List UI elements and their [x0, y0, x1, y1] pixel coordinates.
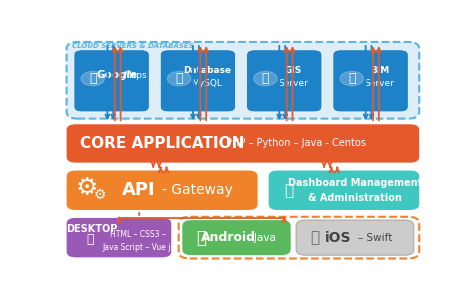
Text: - Gateway: - Gateway [162, 183, 232, 197]
Circle shape [254, 71, 277, 86]
Text: GIS: GIS [285, 66, 302, 75]
Text: BIM: BIM [370, 66, 389, 75]
FancyBboxPatch shape [66, 171, 258, 210]
Text: CLOUD SERVERS & DATABASES: CLOUD SERVERS & DATABASES [72, 43, 194, 49]
FancyBboxPatch shape [179, 217, 419, 258]
FancyBboxPatch shape [296, 220, 414, 255]
FancyBboxPatch shape [246, 50, 322, 112]
FancyBboxPatch shape [160, 50, 236, 112]
Text: 💻: 💻 [87, 234, 94, 246]
Text: 🖵: 🖵 [284, 183, 293, 198]
Text: Database: Database [183, 66, 231, 75]
Text: Maps: Maps [124, 71, 147, 80]
Text: ⚙: ⚙ [76, 176, 98, 200]
Text: MySQL: MySQL [191, 79, 222, 88]
Circle shape [167, 71, 191, 86]
Text: HTML – CSS3 –
Java Script – Vue js: HTML – CSS3 – Java Script – Vue js [102, 230, 174, 252]
Text: PHP – Python – Java - Centos: PHP – Python – Java - Centos [226, 139, 366, 149]
Text: 🗺: 🗺 [262, 72, 269, 85]
Text: CORE APPLICATION: CORE APPLICATION [80, 136, 244, 151]
Text: Android: Android [201, 231, 256, 244]
Text: Google: Google [96, 70, 137, 80]
Text: – Swift: – Swift [358, 233, 392, 243]
Text: 🏢: 🏢 [348, 72, 356, 85]
Text: Server: Server [278, 79, 308, 88]
Circle shape [81, 71, 105, 86]
Text: 🗄: 🗄 [175, 72, 183, 85]
FancyBboxPatch shape [66, 42, 419, 119]
FancyBboxPatch shape [66, 218, 171, 257]
Text: - Java: - Java [247, 233, 276, 243]
FancyBboxPatch shape [66, 124, 419, 163]
Circle shape [340, 71, 364, 86]
Text: ⚙: ⚙ [93, 188, 106, 202]
Text: Dashboard Management
& Administration: Dashboard Management & Administration [288, 178, 422, 203]
FancyBboxPatch shape [269, 171, 419, 210]
Text: Server: Server [365, 79, 394, 88]
Text: 🤖: 🤖 [196, 229, 206, 247]
Text: 🌍: 🌍 [89, 72, 97, 85]
Text: API: API [121, 181, 155, 199]
Text: 🍎: 🍎 [310, 230, 319, 245]
FancyBboxPatch shape [182, 220, 291, 255]
Text: DESKTOP: DESKTOP [67, 224, 118, 234]
FancyBboxPatch shape [333, 50, 408, 112]
FancyBboxPatch shape [74, 50, 149, 112]
Text: iOS: iOS [325, 231, 352, 245]
